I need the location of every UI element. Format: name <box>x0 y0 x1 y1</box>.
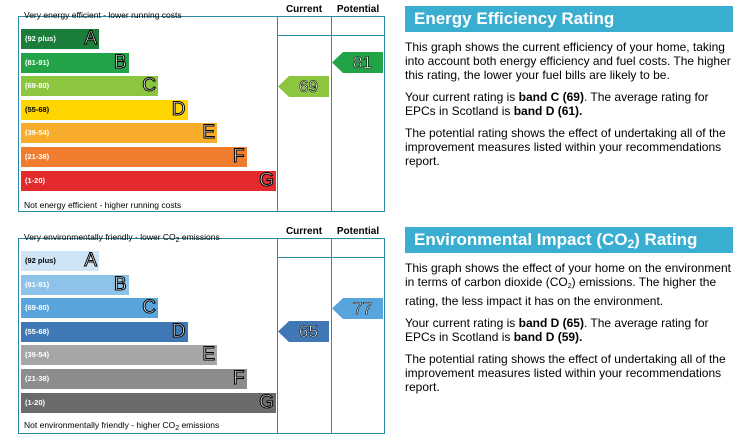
band-range-label: (55-68) <box>25 104 50 114</box>
band-letter: E <box>202 122 216 144</box>
band-range-label: (92 plus) <box>25 256 56 265</box>
potential-rating-value: 77 <box>353 298 373 318</box>
band-range-label: (21-38) <box>25 374 50 383</box>
arrow-shape <box>332 52 383 74</box>
current-rating-value: 69 <box>299 76 319 96</box>
environmental-impact-chart: Current Potential Very environmentally f… <box>18 226 385 434</box>
chart-top-label: Very energy efficient - lower running co… <box>24 10 182 20</box>
energy-description: This graph shows the current efficiency … <box>405 40 731 82</box>
rating-band-e: (39-54) E <box>21 122 217 144</box>
band-letter: A <box>84 28 98 50</box>
band-range-label: (92 plus) <box>25 34 56 43</box>
rating-band-a: (92 plus) A <box>21 250 99 272</box>
rating-band-a: (92 plus) A <box>21 28 99 50</box>
rating-band-f: (21-38) F <box>21 146 247 168</box>
band-range-label: (81-91) <box>25 57 50 67</box>
band-letter: C <box>142 75 157 97</box>
rating-band-c: (69-80) C <box>21 297 158 319</box>
band-range-label: (39-54) <box>25 128 50 138</box>
band-letter: B <box>113 51 127 73</box>
potential-column-header: Potential <box>336 4 380 15</box>
band-letter: B <box>113 273 127 295</box>
chart-top-label: Very environmentally friendly - lower CO… <box>24 232 220 244</box>
column-divider <box>277 17 278 211</box>
potential-rating-value: 81 <box>353 53 373 73</box>
potential-column-header: Potential <box>336 226 380 237</box>
column-divider <box>331 17 332 211</box>
environmental-impact-panel: Environmental Impact (CO2) Rating This g… <box>405 227 733 394</box>
band-letter: F <box>232 368 245 390</box>
band-range-label: (69-80) <box>25 81 50 91</box>
chart-bottom-label: Not energy efficient - higher running co… <box>24 200 182 210</box>
current-rating-value: 65 <box>299 322 319 342</box>
header-divider <box>277 35 384 36</box>
current-rating-arrow: 65 <box>278 321 329 343</box>
band-range-label: (39-54) <box>25 350 50 360</box>
rating-band-f: (21-38) F <box>21 368 247 390</box>
rating-band-b: (81-91) B <box>21 273 129 295</box>
rating-band-d: (55-68) D <box>21 98 188 120</box>
rating-band-e: (39-54) E <box>21 344 217 366</box>
environment-potential-text: The potential rating shows the effect of… <box>405 352 726 394</box>
current-rating-arrow: 69 <box>278 75 329 97</box>
band-letter: G <box>259 169 275 191</box>
rating-band-g: (1-20) G <box>21 169 276 191</box>
header-divider <box>277 257 384 258</box>
rating-band-c: (69-80) C <box>21 75 158 97</box>
rating-band-g: (1-20) G <box>21 391 276 413</box>
energy-efficiency-title: Energy Efficiency Rating <box>405 6 733 32</box>
arrow-shape <box>278 321 329 343</box>
current-column-header: Current <box>285 226 323 237</box>
potential-rating-arrow: 81 <box>332 52 383 74</box>
environment-current-rating-text: Your current rating is band D (65). The … <box>405 316 709 344</box>
band-letter: G <box>259 391 275 413</box>
band-letter: D <box>171 320 186 342</box>
band-letter: E <box>202 344 216 366</box>
energy-potential-text: The potential rating shows the effect of… <box>405 126 726 168</box>
band-range-label: (21-38) <box>25 152 50 161</box>
column-divider <box>277 239 278 433</box>
band-range-label: (69-80) <box>25 303 50 313</box>
band-range-label: (1-20) <box>25 175 46 185</box>
potential-rating-arrow: 77 <box>332 297 383 319</box>
arrow-shape <box>332 297 383 319</box>
band-range-label: (55-68) <box>25 326 50 336</box>
band-letter: A <box>84 250 98 272</box>
energy-efficiency-chart: Current Potential Very energy efficient … <box>18 4 385 212</box>
band-letter: C <box>142 297 157 319</box>
rating-band-d: (55-68) D <box>21 320 188 342</box>
arrow-shape <box>278 75 329 97</box>
environmental-impact-title: Environmental Impact (CO2) Rating <box>405 227 733 253</box>
current-column-header: Current <box>285 4 323 15</box>
chart-bottom-label: Not environmentally friendly - higher CO… <box>24 420 220 432</box>
energy-current-rating-text: Your current rating is band C (69). The … <box>405 90 709 118</box>
energy-efficiency-panel: Energy Efficiency Rating This graph show… <box>405 6 733 168</box>
band-letter: F <box>232 146 245 168</box>
band-range-label: (81-91) <box>25 279 50 289</box>
band-range-label: (1-20) <box>25 397 46 407</box>
rating-band-b: (81-91) B <box>21 51 129 73</box>
band-letter: D <box>171 98 186 120</box>
column-divider <box>331 239 332 433</box>
environment-description: This graph shows the effect of your home… <box>405 261 731 308</box>
